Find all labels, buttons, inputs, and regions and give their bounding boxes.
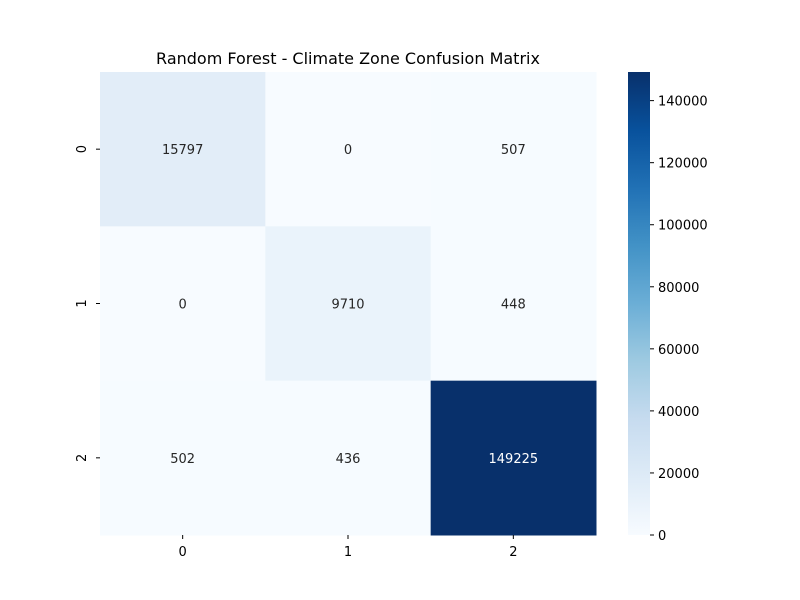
heatmap-cell (430, 380, 597, 536)
heatmap-cell (100, 380, 266, 536)
colorbar-gradient (628, 72, 650, 535)
heatmap-cell (265, 226, 432, 382)
cell-value-label: 0 (179, 298, 187, 313)
x-tick-label: 2 (509, 545, 517, 560)
chart-title: Random Forest - Climate Zone Confusion M… (156, 49, 540, 68)
x-tick-label: 1 (344, 545, 352, 560)
cell-value-label: 0 (344, 143, 352, 158)
cell-value-label: 149225 (489, 452, 539, 467)
y-tick-label: 2 (75, 454, 90, 462)
cell-value-label: 9710 (331, 298, 364, 313)
colorbar-tick-label: 0 (658, 529, 666, 544)
cell-value-label: 436 (336, 452, 361, 467)
colorbar-tick-label: 120000 (658, 157, 708, 172)
cell-annotations: 15797 0 507 0 9710 448 502 436 149225 (162, 143, 538, 467)
colorbar-tick-label: 40000 (658, 405, 699, 420)
x-tick-label: 0 (179, 545, 187, 560)
heatmap-cell (100, 226, 266, 382)
cell-value-label: 448 (501, 298, 526, 313)
heatmap-cell (430, 72, 597, 227)
colorbar: 0 20000 40000 60000 80000 100000 120000 140000 (628, 72, 708, 544)
heatmap-cell (430, 226, 597, 382)
y-tick-label: 1 (75, 299, 90, 307)
heatmap-cell (100, 72, 266, 227)
heatmap-cells (100, 72, 597, 536)
colorbar-tick-label: 100000 (658, 219, 708, 234)
colorbar-tick-label: 80000 (658, 281, 699, 296)
x-axis: 0 1 2 (179, 535, 517, 560)
cell-value-label: 15797 (162, 143, 203, 158)
heatmap-cell (265, 380, 432, 536)
y-axis: 0 1 2 (75, 145, 100, 462)
heatmap-cell (265, 72, 432, 227)
colorbar-tick-label: 140000 (658, 95, 708, 110)
y-tick-label: 0 (75, 145, 90, 153)
cell-value-label: 502 (170, 452, 195, 467)
colorbar-tick-label: 20000 (658, 467, 699, 482)
colorbar-tick-label: 60000 (658, 343, 699, 358)
cell-value-label: 507 (501, 143, 526, 158)
colorbar-ticks: 0 20000 40000 60000 80000 100000 120000 140000 (650, 95, 708, 544)
